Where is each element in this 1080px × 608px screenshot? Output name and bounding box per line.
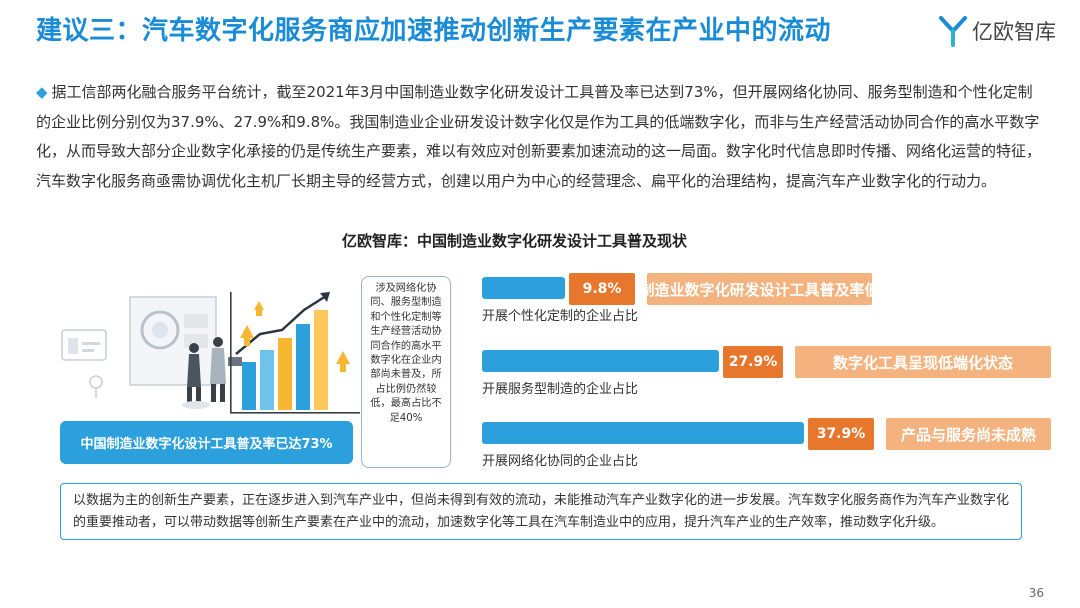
note-box: 涉及网络化协同、服务型制造和个性化定制等生产经营活动协同合作的高水平数字化在企业… bbox=[361, 276, 451, 468]
finding-tag: 数字化工具呈现低端化状态 bbox=[795, 346, 1051, 378]
bar bbox=[482, 422, 804, 444]
category-label: 开展服务型制造的企业占比 bbox=[482, 382, 639, 397]
chart-title: 亿欧智库：中国制造业数字化研发设计工具普及现状 bbox=[342, 232, 688, 250]
bar-track bbox=[482, 422, 804, 444]
growth-chart-illustration bbox=[61, 292, 360, 414]
category-label: 开展个性化定制的企业占比 bbox=[482, 309, 639, 324]
finding-tag: 产品与服务尚未成熟 bbox=[886, 418, 1051, 450]
finding-tag: 制造业数字化研发设计工具普及率低 bbox=[640, 273, 880, 305]
value-label: 27.9% bbox=[723, 346, 783, 378]
bar-track bbox=[482, 277, 565, 299]
value-label: 37.9% bbox=[808, 418, 874, 450]
diamond-bullet-icon: ◆ bbox=[36, 83, 48, 101]
bar bbox=[482, 277, 565, 299]
adoption-rate-banner: 中国制造业数字化设计工具普及率已达73% bbox=[60, 421, 353, 464]
bar bbox=[482, 350, 719, 372]
page-title: 建议三：汽车数字化服务商应加速推动创新生产要素在产业中的流动 bbox=[36, 16, 832, 46]
bar-track bbox=[482, 350, 719, 372]
logo-text: 亿欧智库 bbox=[972, 20, 1056, 44]
intro-text: 据工信部两化融合服务平台统计，截至2021年3月中国制造业数字化研发设计工具普及… bbox=[36, 83, 1042, 190]
logo-icon bbox=[939, 16, 967, 47]
category-label: 开展网络化协同的企业占比 bbox=[482, 454, 639, 469]
page-number: 36 bbox=[1028, 586, 1044, 600]
brand-logo: 亿欧智库 bbox=[938, 14, 1056, 48]
intro-paragraph: ◆ 据工信部两化融合服务平台统计，截至2021年3月中国制造业数字化研发设计工具普… bbox=[36, 78, 1046, 196]
value-label: 9.8% bbox=[569, 273, 635, 305]
summary-box: 以数据为主的创新生产要素，正在逐步进入到汽车产业中，但尚未得到有效的流动，未能推… bbox=[60, 483, 1022, 540]
